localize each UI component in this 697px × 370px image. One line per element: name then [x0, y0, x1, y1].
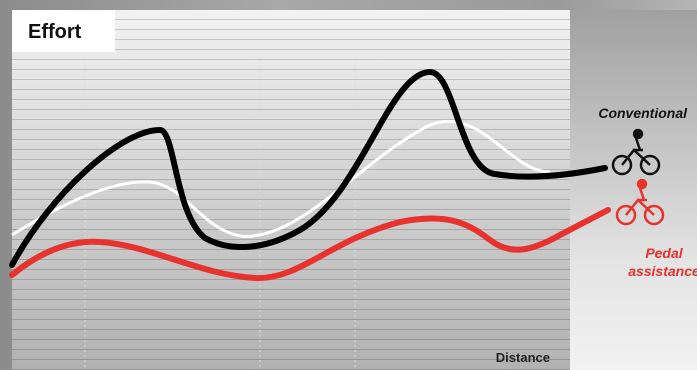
distance-label: Distance: [496, 350, 550, 365]
title: Effort: [28, 21, 82, 43]
conventional-curve: [9, 68, 608, 268]
bike-icon: [611, 128, 661, 176]
dividers: [84, 60, 356, 370]
assist-curve: [9, 207, 611, 282]
assist-label-line: assistance: [628, 263, 697, 279]
ebike-icon: [615, 178, 665, 226]
side-panel: [570, 10, 697, 370]
assist-shadow-curve: [11, 119, 551, 238]
title-box: Effort: [12, 10, 115, 52]
assist-label-line: Pedal: [645, 245, 683, 261]
conventional-label: Conventional: [598, 105, 688, 121]
